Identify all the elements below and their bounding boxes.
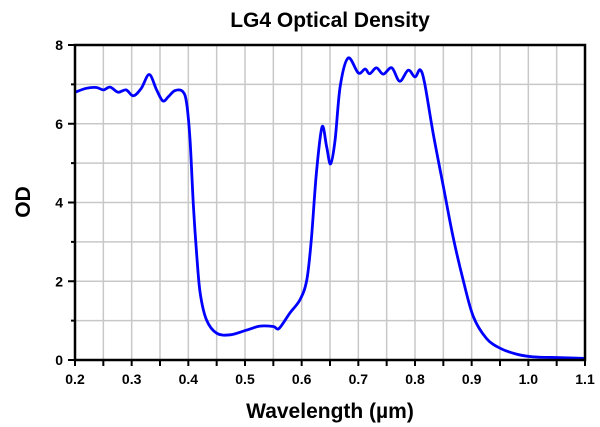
x-tick-label: 0.5 (235, 371, 255, 387)
y-tick-label: 8 (55, 37, 63, 53)
y-tick-label: 2 (55, 273, 63, 289)
x-tick-label: 0.4 (179, 371, 199, 387)
x-tick-label: 0.8 (405, 371, 425, 387)
tick-labels: 0.2 0.3 0.4 0.5 0.6 0.7 0.8 0.9 1.0 1.1 0 2 4 6 8 (55, 37, 595, 387)
y-tick-label: 4 (55, 195, 63, 211)
y-tick-label: 0 (55, 352, 63, 368)
grid (75, 45, 585, 360)
series-line (74, 56, 586, 360)
y-tick-label: 6 (55, 116, 63, 132)
y-axis-label: OD (12, 186, 35, 218)
x-axis-label: Wavelength (µm) (246, 400, 414, 423)
plot-frame (73, 43, 587, 362)
ticks (68, 44, 586, 366)
series (74, 56, 586, 360)
x-tick-label: 0.7 (349, 371, 369, 387)
chart-title: LG4 Optical Density (230, 9, 430, 32)
x-tick-label: 0.3 (122, 371, 142, 387)
x-tick-label: 0.6 (292, 371, 312, 387)
x-tick-label: 0.9 (462, 371, 482, 387)
x-tick-label: 1.0 (519, 371, 539, 387)
x-tick-label: 0.2 (65, 371, 85, 387)
x-tick-label: 1.1 (575, 371, 595, 387)
